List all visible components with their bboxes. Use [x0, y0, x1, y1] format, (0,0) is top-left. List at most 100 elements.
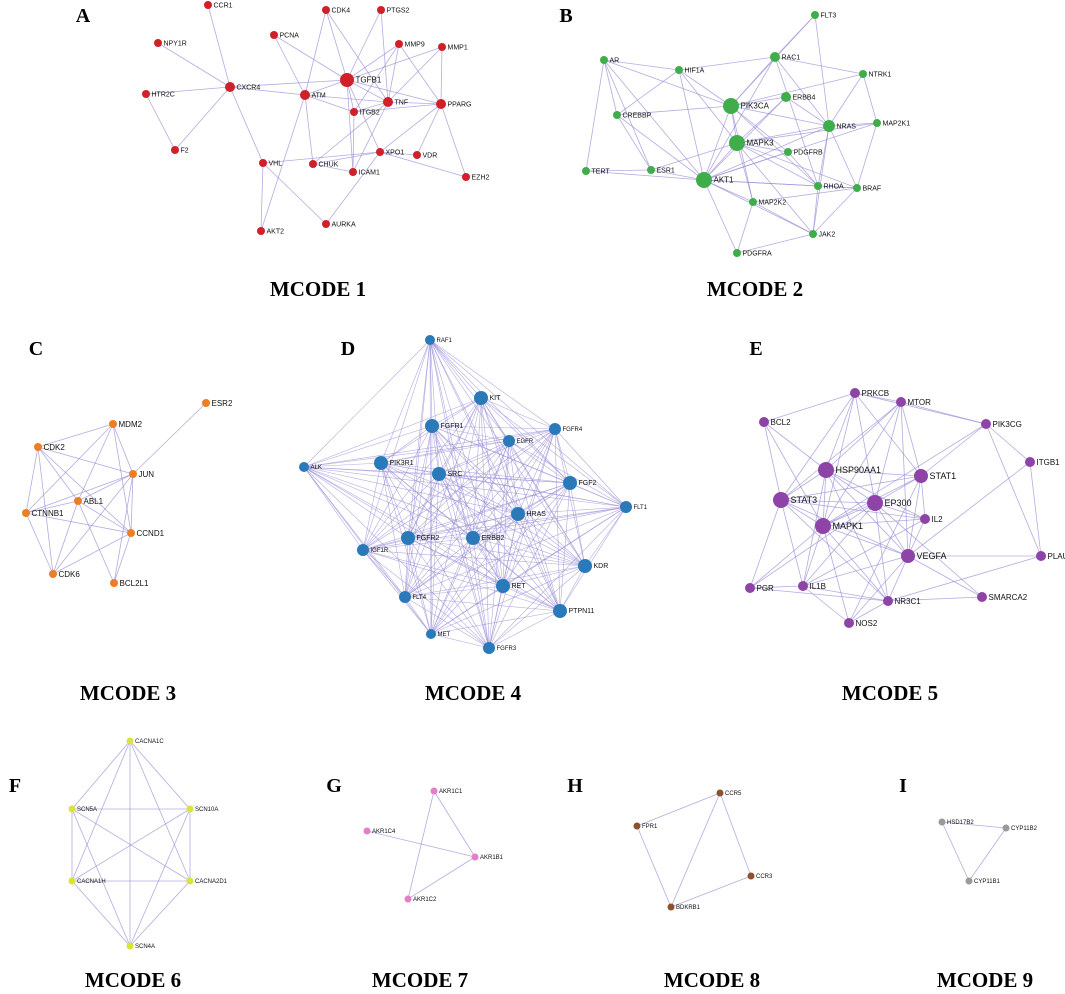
edge-fgf2-ret [502, 482, 571, 587]
edge-cxcr4-atm [229, 86, 306, 96]
node-akr1c1 [430, 787, 438, 795]
panel-letter: A [76, 5, 91, 27]
node-label-alk: ALK [311, 465, 322, 471]
edges [585, 14, 878, 254]
node-label-mmp1: MMP1 [448, 45, 468, 52]
edge-alk-hras [303, 466, 519, 515]
node-ep300 [867, 495, 883, 511]
edge-egfr-igf1r [362, 440, 510, 551]
edge-hsd17b2-cyp11b1 [941, 821, 970, 882]
node-ntrk1 [859, 70, 867, 78]
node-label-crebbp: CREBBP [623, 113, 652, 120]
node-label-erbb4: ERBB4 [793, 95, 816, 102]
node-cacna2d1 [186, 877, 194, 885]
edge-src-fgfr3 [438, 473, 490, 649]
node-label-hsp90aa1: HSP90AA1 [836, 465, 882, 475]
node-ezh2 [462, 173, 470, 181]
edge-kit-src [438, 397, 482, 475]
edge-akr1c1-akr1c2 [407, 790, 435, 900]
edge-tert-esr1 [585, 169, 652, 172]
edge-igf1r-met [362, 549, 432, 635]
edge-braf-jak2 [812, 187, 858, 235]
edge-flt3-nras [814, 14, 830, 127]
edge-hras-fgfr2 [407, 513, 519, 539]
panel-title: MCODE 4 [425, 681, 522, 705]
edge-fgfr2-ptpn11 [407, 537, 561, 612]
edge-raf1-egfr [429, 339, 510, 442]
node-npy1r [154, 39, 162, 47]
node-scn10a [186, 805, 194, 813]
edge-scn10a-scn4a [129, 808, 191, 947]
edge-map2k2-jak2 [752, 201, 814, 235]
panel-title: MCODE 9 [937, 968, 1033, 992]
node-pdgfra [733, 249, 741, 257]
node-ptgs2 [377, 6, 385, 14]
panel-mcode-4: RAF1 KIT FGFR1 FGFR4 EGFR ALK PIK3R1 SRC FGF2 FLT… [299, 335, 648, 705]
edges [366, 790, 476, 900]
node-label-bcl2l1: BCL2L1 [120, 579, 149, 588]
edge-jun-abl1 [77, 473, 134, 502]
edge-igf1r-erbb2 [362, 537, 474, 551]
node-nr3c1 [883, 596, 893, 606]
node-bcl2l1 [110, 579, 118, 587]
edge-kit-ret [480, 397, 504, 587]
edge-flt1-flt4 [404, 506, 627, 598]
node-label-ptgs2: PTGS2 [387, 8, 410, 15]
nodes: CACNA1C SCN5A SCN10A CACNA1H CACNA2D1 SCN4A [68, 737, 228, 950]
edge-ar-hif1a [603, 59, 680, 71]
edge-raf1-flt1 [429, 339, 627, 508]
node-label-fgfr2: FGFR2 [417, 535, 440, 542]
node-erbb4 [781, 92, 791, 102]
node-label-cyp11b1: CYP11B1 [974, 879, 1001, 885]
edge-crebbp-akt1 [616, 114, 705, 181]
node-abl1 [74, 497, 82, 505]
edge-egfr-flt1 [508, 440, 627, 508]
edge-mmp9-tnf [387, 43, 400, 103]
edge-nras-braf [828, 125, 858, 189]
node-scn5a [68, 805, 76, 813]
edges [636, 792, 752, 908]
node-label-hsd17b2: HSD17B2 [947, 820, 974, 826]
edge-tnf-chuk [312, 101, 389, 165]
node-flt4 [399, 591, 411, 603]
node-pcna [270, 31, 278, 39]
edge-mapk1-nr3c1 [822, 525, 889, 602]
edge-raf1-pik3r1 [380, 339, 431, 464]
nodes: ESR2 MDM2 CDK2 JUN ABL1 CTNNB1 CCND1 CDK6 BCL2L1 [22, 399, 233, 588]
edge-stat3-pgr [749, 499, 782, 589]
edge-alk-ret [303, 466, 504, 587]
node-mtor [896, 397, 906, 407]
node-label-akr1b1: AKR1B1 [480, 855, 504, 861]
edge-stat3-mapk1 [780, 499, 824, 527]
edge-esr2-jun [132, 402, 207, 475]
node-stat1 [914, 469, 928, 483]
node-label-tnf: TNF [395, 100, 409, 107]
edge-raf1-alk [303, 339, 431, 468]
edge-ccr3-bdkrb1 [670, 875, 752, 908]
node-label-flt3: FLT3 [821, 13, 837, 20]
edge-fgfr1-fgfr3 [431, 425, 490, 649]
edge-pparg-xpo1 [379, 103, 442, 153]
node-label-tert: TERT [592, 169, 611, 176]
node-label-pik3cg: PIK3CG [993, 420, 1022, 429]
edge-tnf-icam1 [352, 101, 389, 173]
node-pdgfrb [784, 148, 792, 156]
node-ctnnb1 [22, 509, 30, 517]
edge-scn10a-cacna1h [71, 808, 191, 882]
node-mapk1 [815, 518, 831, 534]
node-rhoa [814, 182, 822, 190]
edge-hif1a-mapk3 [678, 69, 738, 144]
edge-mapk1-il1b [802, 525, 824, 587]
node-egfr [503, 435, 515, 447]
edge-fpr1-bdkrb1 [636, 825, 672, 908]
node-ccnd1 [127, 529, 135, 537]
node-esr1 [647, 166, 655, 174]
edge-alk-fgfr2 [303, 466, 409, 539]
edge-fgfr4-flt1 [554, 428, 627, 508]
edge-prkcb-hsp90aa1 [825, 392, 856, 471]
edge-fgfr1-flt1 [431, 425, 627, 508]
edge-akr1b1-akr1c2 [407, 856, 476, 900]
node-label-ezh2: EZH2 [472, 175, 490, 182]
panel-letter: E [749, 338, 762, 360]
edge-tgfb1-atm [304, 79, 348, 96]
